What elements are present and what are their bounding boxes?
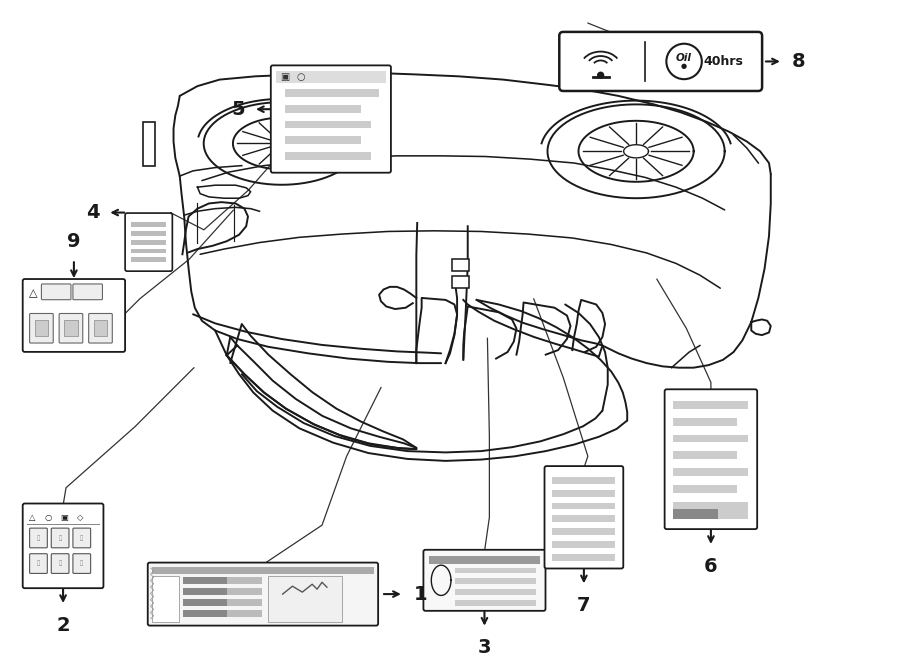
Bar <box>553 490 616 496</box>
Text: ⬛: ⬛ <box>58 535 62 541</box>
Bar <box>184 577 228 585</box>
Bar <box>152 567 374 575</box>
Text: ⬛: ⬛ <box>80 535 84 541</box>
Text: 5: 5 <box>231 100 245 118</box>
Text: 2: 2 <box>57 616 70 635</box>
Text: 4: 4 <box>86 203 100 222</box>
Bar <box>673 401 748 409</box>
Text: ○: ○ <box>45 513 52 522</box>
Bar <box>27 524 100 525</box>
FancyBboxPatch shape <box>544 466 624 569</box>
FancyBboxPatch shape <box>73 528 91 548</box>
Bar <box>131 222 166 227</box>
Text: 6: 6 <box>704 557 717 576</box>
Bar <box>131 231 166 236</box>
FancyBboxPatch shape <box>664 389 757 529</box>
Bar <box>452 260 470 271</box>
FancyBboxPatch shape <box>30 553 48 573</box>
Bar <box>34 320 49 336</box>
Text: ◇: ◇ <box>76 513 83 522</box>
Bar <box>454 600 536 606</box>
Bar <box>553 528 616 535</box>
FancyBboxPatch shape <box>22 504 104 588</box>
Bar <box>673 485 736 493</box>
Bar <box>429 555 540 563</box>
Bar <box>284 89 379 97</box>
Bar <box>284 120 371 128</box>
FancyBboxPatch shape <box>51 528 69 548</box>
Bar <box>553 541 616 548</box>
Text: 40hrs: 40hrs <box>703 55 743 68</box>
Text: ○: ○ <box>296 72 304 82</box>
Bar <box>673 451 736 459</box>
FancyBboxPatch shape <box>41 284 71 300</box>
Bar <box>553 502 616 510</box>
Bar <box>184 588 228 595</box>
Bar <box>673 510 748 519</box>
Bar <box>184 599 262 606</box>
Bar <box>184 599 228 606</box>
Text: Oil: Oil <box>675 54 691 64</box>
Bar <box>673 434 748 442</box>
Text: ⬛: ⬛ <box>37 561 40 567</box>
Text: 8: 8 <box>792 52 806 71</box>
Bar <box>131 258 166 262</box>
Bar <box>184 610 262 617</box>
Text: 1: 1 <box>414 585 427 604</box>
Bar <box>673 418 736 426</box>
FancyBboxPatch shape <box>125 213 173 271</box>
Bar <box>143 122 155 166</box>
Bar <box>673 468 748 476</box>
Bar <box>131 240 166 244</box>
FancyBboxPatch shape <box>73 553 91 573</box>
Bar <box>553 515 616 522</box>
Bar <box>184 610 228 617</box>
FancyBboxPatch shape <box>30 528 48 548</box>
FancyBboxPatch shape <box>423 549 545 611</box>
FancyBboxPatch shape <box>148 563 378 626</box>
Bar <box>284 105 362 113</box>
Bar <box>94 320 107 336</box>
Text: △: △ <box>30 513 36 522</box>
Text: 9: 9 <box>68 232 81 252</box>
Bar <box>64 320 77 336</box>
Text: ▣: ▣ <box>60 513 68 522</box>
FancyBboxPatch shape <box>89 314 112 343</box>
Bar <box>452 276 470 288</box>
FancyBboxPatch shape <box>30 314 53 343</box>
FancyBboxPatch shape <box>271 66 391 173</box>
Bar <box>275 71 386 83</box>
Bar <box>454 579 536 585</box>
Bar <box>673 502 748 510</box>
Text: ●: ● <box>681 64 687 70</box>
Bar <box>184 588 262 595</box>
Text: ▣: ▣ <box>280 72 289 82</box>
Text: ⬛: ⬛ <box>80 561 84 567</box>
Text: 7: 7 <box>577 596 590 615</box>
Circle shape <box>666 44 702 79</box>
Bar <box>553 553 616 561</box>
Bar <box>152 577 179 622</box>
Bar <box>131 248 166 254</box>
Text: 3: 3 <box>478 638 491 657</box>
Bar <box>268 577 342 622</box>
Text: ⬛: ⬛ <box>58 561 62 567</box>
Bar <box>284 136 362 144</box>
Bar <box>673 510 718 519</box>
Circle shape <box>598 72 604 78</box>
Text: △: △ <box>30 288 38 298</box>
FancyBboxPatch shape <box>22 279 125 352</box>
FancyBboxPatch shape <box>59 314 83 343</box>
Bar <box>284 152 371 160</box>
Bar <box>553 477 616 484</box>
FancyBboxPatch shape <box>73 284 103 300</box>
FancyBboxPatch shape <box>51 553 69 573</box>
Bar <box>454 567 536 573</box>
Bar <box>184 577 262 585</box>
Bar <box>454 589 536 595</box>
Text: ⬛: ⬛ <box>37 535 40 541</box>
FancyBboxPatch shape <box>559 32 762 91</box>
